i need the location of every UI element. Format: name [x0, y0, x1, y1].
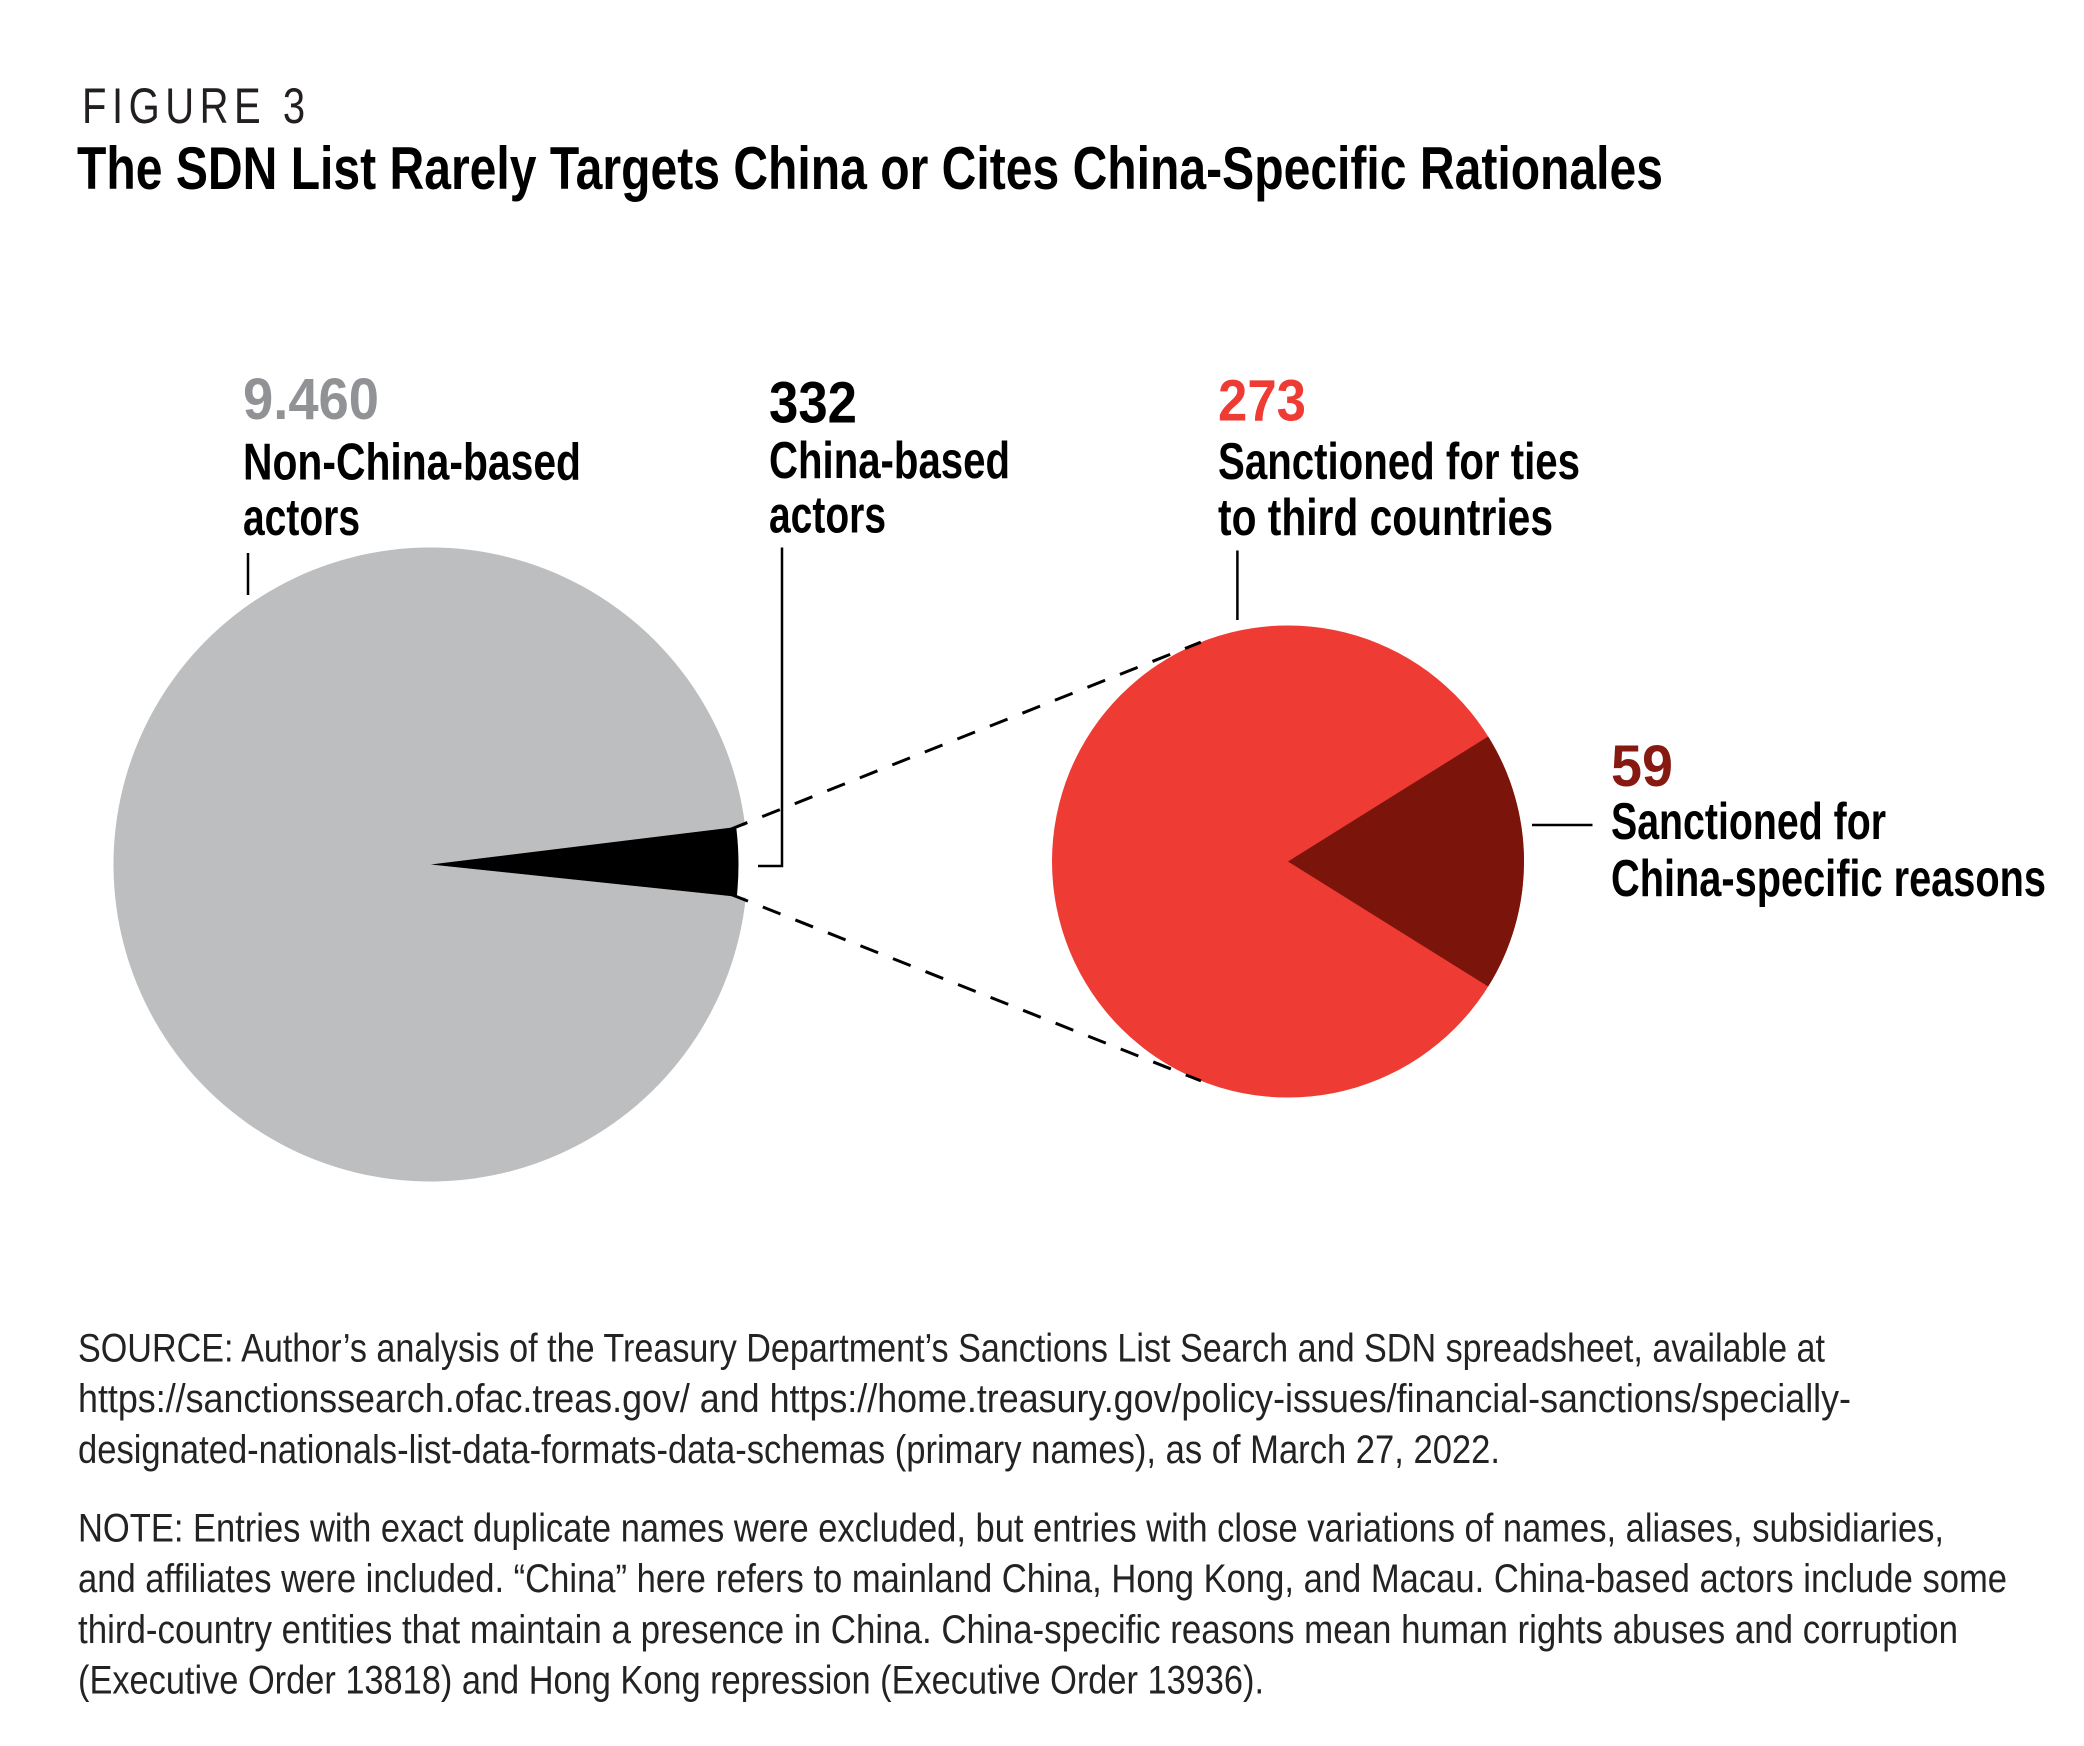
svg-text:China-based: China-based: [769, 432, 1010, 490]
svg-text:Non-China-based: Non-China-based: [243, 434, 581, 492]
svg-text:actors: actors: [243, 489, 360, 547]
svg-text:to third countries: to third countries: [1218, 489, 1553, 547]
svg-text:332: 332: [769, 371, 857, 436]
svg-text:NOTE: Entries with exact dupli: NOTE: Entries with exact duplicate names…: [78, 1507, 1944, 1551]
svg-text:China-specific reasons: China-specific reasons: [1611, 850, 2046, 908]
svg-text:59: 59: [1611, 734, 1673, 799]
svg-text:actors: actors: [769, 486, 886, 544]
svg-text:The SDN List Rarely Targets Ch: The SDN List Rarely Targets China or Cit…: [77, 135, 1663, 202]
svg-text:designated-nationals-list-data: designated-nationals-list-data-formats-d…: [78, 1428, 1500, 1472]
svg-text:(Executive Order 13818) and Ho: (Executive Order 13818) and Hong Kong re…: [78, 1659, 1264, 1703]
svg-text:9.460: 9.460: [243, 367, 379, 432]
svg-text:FIGURE 3: FIGURE 3: [82, 78, 311, 134]
svg-text:Sanctioned for ties: Sanctioned for ties: [1218, 433, 1580, 491]
svg-text:273: 273: [1218, 369, 1306, 434]
svg-text:SOURCE: Author’s analysis of t: SOURCE: Author’s analysis of the Treasur…: [78, 1327, 1825, 1371]
svg-text:and affiliates were included.: and affiliates were included. “China” he…: [78, 1557, 2007, 1601]
svg-text:https://sanctionssearch.ofac.t: https://sanctionssearch.ofac.treas.gov/ …: [78, 1377, 1851, 1421]
svg-text:Sanctioned for: Sanctioned for: [1611, 793, 1886, 851]
svg-text:third-country entities that ma: third-country entities that maintain a p…: [78, 1608, 1958, 1652]
